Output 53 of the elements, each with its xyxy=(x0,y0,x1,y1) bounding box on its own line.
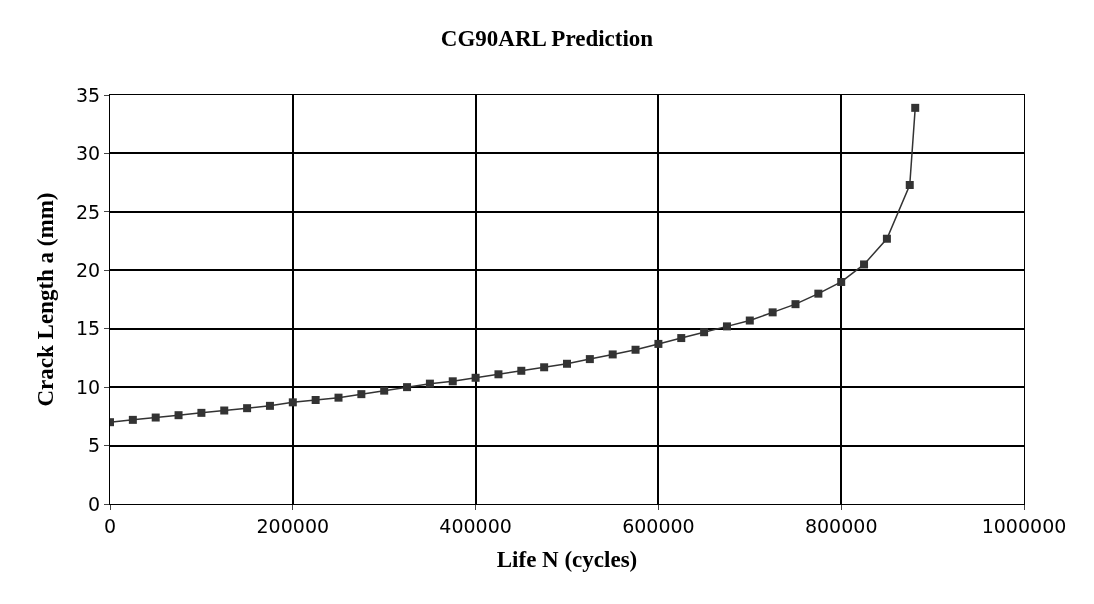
point xyxy=(814,289,823,298)
point xyxy=(243,404,252,413)
y-tick-label: 0 xyxy=(88,492,101,515)
y-tick-label: 15 xyxy=(76,317,101,340)
point xyxy=(517,366,526,375)
x-tick-label: 400000 xyxy=(439,514,512,537)
point xyxy=(288,398,297,407)
point xyxy=(791,300,800,309)
point xyxy=(151,413,160,422)
point xyxy=(403,383,412,392)
x-tick-label: 600000 xyxy=(622,514,695,537)
chart-title: CG90ARL Prediction xyxy=(440,26,654,52)
point xyxy=(700,328,709,337)
point xyxy=(197,408,206,417)
x-tick-label: 200000 xyxy=(256,514,330,537)
point xyxy=(654,339,663,348)
point xyxy=(837,277,846,286)
x-tick-label: 800000 xyxy=(804,514,878,537)
point xyxy=(380,386,389,395)
point xyxy=(563,359,571,368)
point xyxy=(494,370,503,379)
point xyxy=(220,406,229,415)
point xyxy=(357,390,366,399)
point xyxy=(882,234,891,243)
point xyxy=(677,334,686,343)
point xyxy=(128,415,137,424)
point xyxy=(334,393,343,402)
point xyxy=(174,411,183,420)
y-tick-label: 25 xyxy=(76,200,101,223)
y-tick-label: 5 xyxy=(88,434,101,457)
point xyxy=(425,379,434,388)
y-tick-label: 10 xyxy=(76,375,101,398)
point xyxy=(631,345,640,354)
point xyxy=(722,322,731,331)
point xyxy=(448,377,457,386)
point xyxy=(540,363,549,372)
point xyxy=(585,355,594,364)
x-tick-label: 1000000 xyxy=(981,514,1067,537)
point xyxy=(265,401,274,410)
point xyxy=(860,260,869,269)
point xyxy=(905,180,914,189)
y-tick-label: 30 xyxy=(76,142,101,165)
x-axis-title: Life N (cycles) xyxy=(496,547,638,573)
point xyxy=(911,103,920,112)
point xyxy=(608,350,617,359)
x-tick-label: 0 xyxy=(103,514,117,537)
point xyxy=(768,308,777,317)
y-tick-label: 35 xyxy=(76,83,101,106)
y-axis-title: Crack Length a (mm) xyxy=(33,192,59,407)
y-tick-label: 20 xyxy=(76,258,101,281)
point xyxy=(311,396,320,404)
point xyxy=(745,316,754,325)
point xyxy=(471,373,480,382)
